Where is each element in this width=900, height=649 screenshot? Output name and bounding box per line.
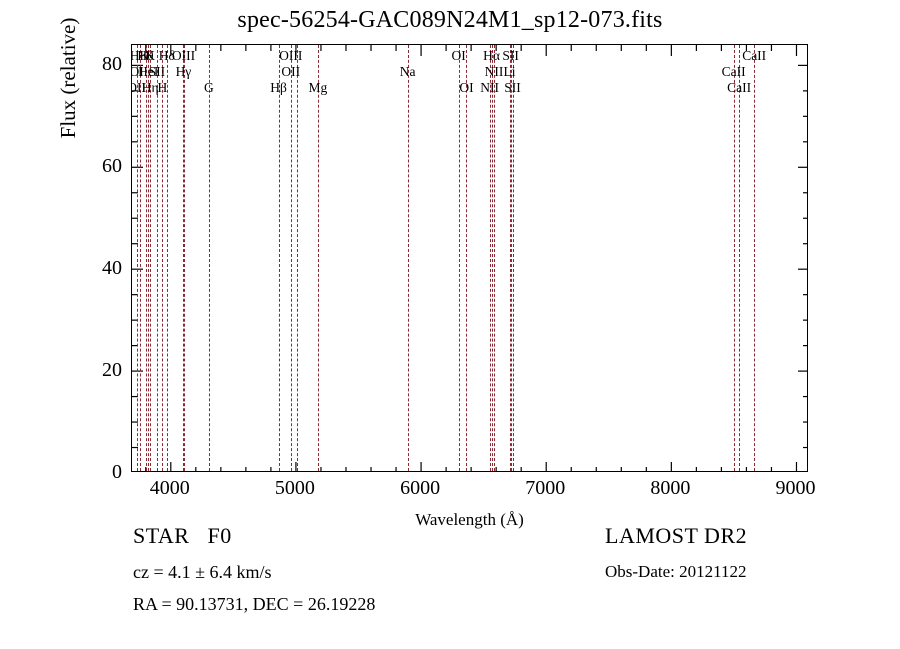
y-axis-title-wrap: Flux (relative) (56, 18, 92, 470)
spectral-line-label: NII (480, 80, 500, 95)
x-axis-title: Wavelength (Å) (415, 510, 524, 529)
spectral-line-label: OI (459, 80, 474, 95)
spectral-line-marker (145, 45, 147, 471)
spectral-line-marker (296, 45, 298, 471)
spectral-line-marker (162, 45, 164, 471)
spectral-line-label: SII (148, 64, 166, 79)
footer-left-column: STAR F0 cz = 4.1 ± 6.4 km/s RA = 90.1373… (133, 525, 553, 614)
footer-metadata: STAR F0 cz = 4.1 ± 6.4 km/s RA = 90.1373… (0, 525, 900, 645)
y-axis-title: Flux (relative) (56, 17, 80, 139)
footer-right-column: LAMOST DR2 Obs-Date: 20121122 (605, 523, 895, 581)
spectral-line-marker (509, 45, 511, 471)
spectral-line-marker (754, 45, 756, 471)
x-tick-label: 7000 (525, 477, 566, 499)
spectral-line-label: Hβ (270, 80, 287, 95)
spectral-line-label: OIII (171, 48, 196, 63)
spectral-line-marker (407, 45, 409, 471)
spectral-line-marker (494, 45, 496, 471)
spectral-line-marker (512, 45, 514, 471)
survey-name: LAMOST DR2 (605, 523, 748, 548)
y-tick-label: 0 (112, 461, 122, 483)
spectral-line-label: HK (132, 48, 150, 63)
spectral-line-label: OIII (279, 48, 303, 63)
spectral-line-label: CaII (742, 48, 767, 63)
x-tick-label: 4000 (149, 477, 190, 499)
spectral-line-label: OI (451, 48, 466, 63)
spectral-line-marker (317, 45, 319, 471)
spectral-line-marker (166, 45, 168, 471)
spectral-line-label: Li (503, 64, 516, 79)
x-tick-label: 9000 (775, 477, 816, 499)
spectral-line-label: G (203, 80, 214, 95)
spectral-line-marker (489, 45, 491, 471)
object-classification: STAR F0 (133, 525, 553, 547)
spectral-line-marker (278, 45, 280, 471)
plot-area: HK Hθ K Hδ OIII OI HeI SII Hγ OII Hη H G OIII OII Hβ Mg N… (132, 45, 807, 471)
spectral-line-label: Hη (141, 80, 159, 95)
spectral-line-marker (148, 45, 150, 471)
spectral-line-marker (510, 45, 512, 471)
spectral-line-marker (183, 45, 185, 471)
spectral-line-labels: HK Hθ K Hδ OIII OI HeI SII Hγ OII Hη H G OIII OII Hβ Mg N… (132, 45, 807, 105)
spectral-line-marker (733, 45, 735, 471)
spectral-line-label: OI (132, 64, 144, 79)
spectral-line-label: Mg (308, 80, 328, 95)
spectral-line-label: NII (484, 64, 504, 79)
spectral-line-marker (150, 45, 152, 471)
spectral-type: F0 (207, 523, 232, 548)
observation-date: Obs-Date: 20121122 (605, 562, 747, 581)
object-class: STAR (133, 523, 190, 548)
y-axis-tick-labels: 0 20 40 60 80 (78, 0, 122, 649)
spectral-line-label: Na (399, 64, 416, 79)
spectral-line-label: OII (281, 64, 301, 79)
spectral-line-label: HeI (138, 64, 159, 79)
spectral-line-label: Hθ (137, 48, 154, 63)
spectral-line-label: Hγ (175, 64, 192, 79)
radial-velocity: cz = 4.1 ± 6.4 km/s (133, 562, 272, 582)
spectral-line-marker (136, 45, 138, 471)
spectral-line-marker (290, 45, 292, 471)
spectral-line-marker (139, 45, 141, 471)
axis-ticks (132, 45, 807, 471)
spectral-line-label: K (145, 48, 156, 63)
y-tick-label: 60 (102, 155, 122, 178)
y-tick-label: 80 (102, 53, 122, 76)
spectral-line-label: CaII (721, 64, 746, 79)
x-tick-label: 8000 (650, 477, 691, 499)
x-axis-tick-labels: 4000 5000 6000 7000 8000 9000 (0, 478, 900, 504)
spectral-line-label: SII (502, 48, 519, 63)
spectral-line-marker (156, 45, 158, 471)
coordinates: RA = 90.13731, DEC = 26.19228 (133, 594, 376, 614)
page-title: spec-56254-GAC089N24M1_sp12-073.fits (237, 7, 663, 33)
spectral-line-marker (208, 45, 210, 471)
spectral-line-label: CaII (727, 80, 752, 95)
spectral-line-label: Hδ (158, 48, 175, 63)
y-tick-label: 20 (102, 359, 122, 382)
x-tick-label: 5000 (274, 477, 315, 499)
spectral-line-marker (491, 45, 493, 471)
spectral-line-marker (739, 45, 741, 471)
spectral-line-marker (466, 45, 468, 471)
x-tick-label: 6000 (400, 477, 441, 499)
plot-frame: HK Hθ K Hδ OIII OI HeI SII Hγ OII Hη H G OIII OII Hβ Mg N… (131, 44, 808, 472)
spectral-line-marker (458, 45, 460, 471)
y-tick-label: 40 (102, 257, 122, 280)
spectral-line-label: H (157, 80, 168, 95)
spectral-line-label: OII (132, 80, 146, 95)
spectral-line-label: SII (504, 80, 521, 95)
spectral-line-label: Hα (483, 48, 500, 63)
